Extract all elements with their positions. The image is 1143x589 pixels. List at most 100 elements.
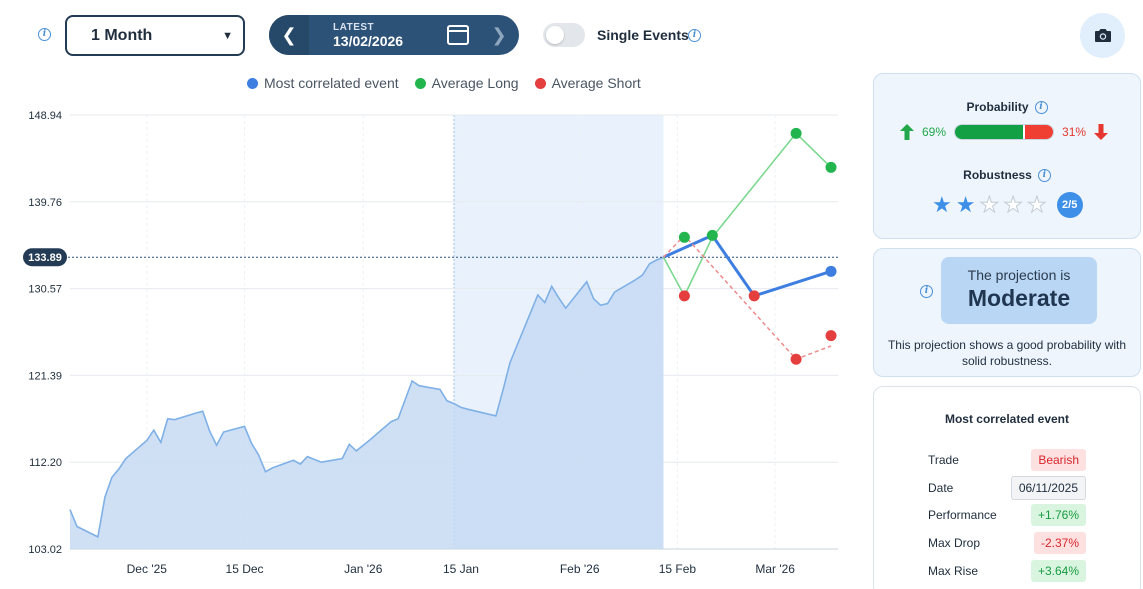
arrow-up-icon [900, 124, 914, 140]
robustness-heading: Robustness i [874, 168, 1140, 182]
y-tick-label: 121.39 [28, 370, 62, 382]
event-row-max-drop: Max Drop -2.37% [928, 532, 1086, 554]
legend-swatch [247, 77, 258, 89]
event-row-value: +1.76% [1030, 504, 1086, 526]
probability-title: Probability [966, 100, 1029, 114]
y-tick-label: 139.76 [28, 197, 62, 209]
star-empty-icon: ★ [1003, 192, 1024, 217]
projection-panel: i The projection is Moderate This projec… [873, 248, 1141, 377]
chart-legend: Most correlated event Average Long Avera… [247, 75, 641, 91]
data-point[interactable] [790, 353, 802, 365]
data-point[interactable] [790, 127, 802, 139]
chevron-down-icon: ▼ [222, 29, 233, 42]
projection-level: Moderate [967, 285, 1071, 311]
price-area [70, 257, 664, 549]
star-empty-icon: ★ [979, 192, 1000, 217]
screenshot-button[interactable] [1080, 13, 1125, 58]
next-date-button[interactable]: ❯ [491, 24, 507, 45]
average-long-series [662, 132, 832, 297]
average-short-series [662, 234, 832, 360]
legend-item-average-short[interactable]: Average Short [534, 75, 641, 91]
camera-icon [1094, 29, 1111, 42]
star-empty-icon: ★ [1026, 192, 1047, 217]
projection-box: The projection is Moderate [941, 257, 1097, 324]
event-row-max-rise: Max Rise +3.64% [928, 560, 1086, 582]
date-picker[interactable]: LATEST 13/02/2026 [309, 22, 479, 49]
x-tick-label: 15 Jan [443, 562, 479, 576]
single-events-label: Single Events [597, 27, 689, 43]
data-point[interactable] [825, 330, 837, 342]
legend-item-average-long[interactable]: Average Long [414, 75, 519, 91]
long-probability: 69% [922, 125, 947, 139]
x-tick-label: Feb '26 [560, 562, 600, 576]
current-value-label: 133.89 [28, 252, 62, 264]
legend-label: Most correlated event [264, 75, 399, 91]
projection-intro: The projection is [967, 267, 1071, 283]
y-tick-label: 103.02 [28, 544, 62, 556]
data-point[interactable] [748, 290, 760, 302]
previous-date-button[interactable]: ❮ [269, 15, 309, 55]
event-title: Most correlated event [944, 412, 1070, 426]
probability-heading: Probability i [874, 100, 1140, 114]
short-probability: 31% [1062, 125, 1087, 139]
latest-label: LATEST [333, 21, 375, 33]
info-icon[interactable]: i [38, 28, 51, 41]
y-tick-label: 148.94 [28, 110, 62, 122]
y-tick-label: 112.20 [29, 457, 62, 469]
price-line [69, 256, 664, 539]
event-row-label: Date [928, 481, 954, 495]
event-panel: Most correlated event Trade Bearish Date… [873, 386, 1141, 589]
event-row-label: Max Drop [928, 536, 981, 550]
data-point[interactable] [706, 229, 718, 241]
data-point[interactable] [825, 161, 837, 173]
date-navigator: ❮ LATEST 13/02/2026 ❯ [269, 15, 519, 55]
data-point[interactable] [825, 265, 837, 277]
event-row-value: Bearish [1031, 449, 1086, 471]
robustness-badge: 2/5 [1056, 192, 1083, 218]
legend-swatch [534, 77, 546, 89]
legend-label: Average Long [431, 75, 519, 91]
event-row-date: Date 06/11/2025 [928, 476, 1086, 500]
single-events-info-icon[interactable]: i [688, 29, 701, 42]
y-tick-label: 130.57 [28, 284, 62, 296]
star-filled-icon: ★ [932, 192, 952, 217]
single-events-toggle[interactable] [543, 23, 585, 47]
data-point[interactable] [678, 231, 690, 243]
latest-date: 13/02/2026 [333, 32, 404, 49]
arrow-down-icon [1094, 124, 1109, 140]
current-value-badge [23, 248, 67, 267]
x-tick-label: Dec '25 [127, 562, 168, 576]
calendar-icon[interactable] [447, 24, 469, 45]
x-tick-label: 15 Feb [659, 562, 697, 576]
legend-item-most-correlated[interactable]: Most correlated event [247, 75, 399, 91]
event-row-value: 06/11/2025 [1010, 476, 1086, 500]
period-select[interactable]: 1 Month ▼ [65, 15, 245, 56]
period-value: 1 Month [91, 26, 153, 44]
robustness-info-icon[interactable]: i [1037, 168, 1051, 182]
short-bar-segment [1022, 125, 1054, 139]
robustness-title: Robustness [963, 168, 1032, 182]
x-tick-label: Mar '26 [755, 562, 795, 576]
probability-info-icon[interactable]: i [1034, 100, 1048, 114]
projection-description: This projection shows a good probability… [887, 338, 1127, 368]
event-row-label: Trade [928, 453, 959, 467]
toggle-knob [546, 26, 564, 44]
price-chart[interactable]: 148.94 139.76 130.57 121.39 112.20 103.02 Dec … [0, 95, 860, 585]
legend-label: Average Short [551, 75, 641, 91]
robustness-stars: ★ ★ ★ ★ ★ 2/5 [932, 192, 1083, 218]
event-row-label: Performance [928, 508, 997, 522]
probability-panel: Probability i 69% 31% Robustness i ★ ★ ★ ★ ★… [873, 73, 1141, 239]
x-tick-label: Jan '26 [344, 562, 383, 576]
projection-info-icon[interactable]: i [920, 285, 933, 298]
most-correlated-series [662, 233, 832, 298]
x-tick-label: 15 Dec [226, 562, 264, 576]
event-row-value: +3.64% [1030, 560, 1086, 582]
probability-row: 69% 31% [900, 124, 1109, 140]
long-bar-segment [955, 125, 1023, 139]
event-row-performance: Performance +1.76% [928, 504, 1086, 526]
star-filled-icon: ★ [955, 192, 976, 217]
event-row-value: -2.37% [1033, 532, 1086, 554]
data-point[interactable] [678, 290, 690, 302]
event-row-trade: Trade Bearish [928, 449, 1086, 471]
legend-swatch [414, 77, 426, 89]
